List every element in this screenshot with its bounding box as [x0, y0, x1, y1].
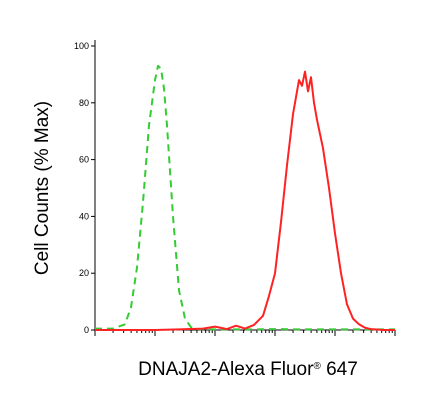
y-tick-label: 100	[74, 41, 89, 51]
plot-frame	[94, 40, 395, 331]
x-axis-title-main: DNAJA2-Alexa Fluor	[138, 359, 314, 380]
y-ticks: 0 20 40 60 80 100	[74, 41, 95, 335]
x-axis-title: DNAJA2-Alexa Fluor® 647	[138, 359, 358, 380]
series-line-red-solid	[95, 70, 395, 331]
x-axis-title-tail: 647	[321, 359, 358, 380]
y-tick-label: 60	[79, 155, 89, 165]
series-layer	[95, 64, 395, 331]
y-tick-label: 20	[79, 268, 89, 278]
y-tick-label: 80	[79, 98, 89, 108]
registered-mark: ®	[313, 361, 321, 372]
series-line-green-dashed	[95, 64, 395, 331]
y-tick-label: 0	[84, 325, 89, 335]
y-axis-title: Cell Counts (% Max)	[32, 101, 53, 275]
y-tick-label: 40	[79, 211, 89, 221]
